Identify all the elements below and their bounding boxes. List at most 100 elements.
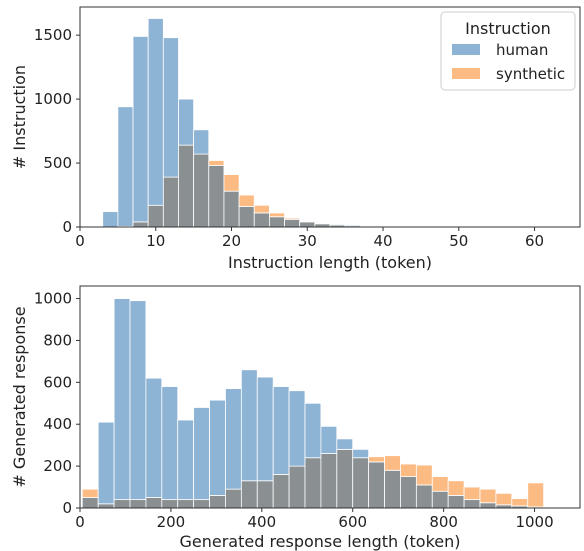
bar-human bbox=[320, 425, 338, 454]
response-x-ticks: 0 200 400 600 800 1000 bbox=[75, 508, 554, 531]
bar-overlap bbox=[288, 465, 306, 509]
legend-title: Instruction bbox=[465, 19, 551, 38]
bar-overlap bbox=[240, 480, 258, 509]
bar-synthetic bbox=[368, 456, 385, 463]
x-tick-label: 0 bbox=[75, 513, 85, 531]
bar-overlap bbox=[208, 165, 225, 228]
bar-synthetic bbox=[511, 498, 529, 507]
bar-synthetic bbox=[527, 482, 545, 508]
y-tick-label: 0 bbox=[62, 218, 72, 236]
bar-overlap bbox=[161, 499, 179, 509]
response-y-ticks: 0 200 400 600 800 1000 bbox=[34, 290, 80, 517]
bar-synthetic bbox=[208, 160, 225, 167]
bar-human bbox=[209, 399, 226, 496]
instruction-y-axis-label: # Instruction bbox=[10, 65, 29, 169]
legend: Instruction human synthetic bbox=[440, 11, 576, 91]
bar-overlap bbox=[162, 176, 179, 228]
bar-overlap bbox=[320, 453, 338, 509]
y-tick-label: 1000 bbox=[34, 90, 72, 108]
x-tick-label: 60 bbox=[525, 232, 544, 250]
instruction-length-histogram: 0 10 20 30 40 50 60 0 500 1000 1500 Instruction l… bbox=[10, 6, 581, 272]
x-tick-label: 1000 bbox=[515, 513, 553, 531]
response-plot-frame bbox=[79, 285, 581, 509]
bar-human bbox=[314, 222, 331, 225]
instruction-y-ticks: 0 500 1000 1500 bbox=[34, 26, 80, 236]
bar-overlap bbox=[400, 476, 417, 509]
bar-human bbox=[288, 390, 306, 467]
bar-human bbox=[336, 438, 354, 450]
bar-overlap bbox=[193, 153, 210, 228]
bar-overlap bbox=[336, 448, 354, 509]
x-tick-label: 400 bbox=[247, 513, 276, 531]
bar-synthetic bbox=[268, 212, 285, 218]
bar-synthetic bbox=[238, 194, 255, 207]
bar-overlap bbox=[81, 497, 99, 509]
bar-synthetic bbox=[495, 492, 513, 506]
y-tick-label: 800 bbox=[43, 331, 72, 349]
response-x-axis-label: Generated response length (token) bbox=[179, 532, 460, 551]
bar-overlap bbox=[147, 204, 164, 228]
bar-human bbox=[129, 300, 147, 501]
bar-overlap bbox=[223, 190, 240, 228]
bar-overlap bbox=[145, 497, 163, 509]
x-tick-label: 800 bbox=[429, 513, 458, 531]
bar-human bbox=[375, 225, 392, 227]
y-tick-label: 600 bbox=[43, 373, 72, 391]
bar-synthetic bbox=[384, 455, 401, 471]
legend-label-synthetic: synthetic bbox=[496, 65, 565, 83]
x-tick-label: 0 bbox=[75, 232, 85, 250]
bar-human bbox=[113, 298, 131, 501]
bar-synthetic bbox=[284, 217, 301, 220]
bar-human bbox=[359, 224, 376, 227]
y-tick-label: 0 bbox=[62, 499, 72, 517]
bar-synthetic bbox=[400, 463, 417, 477]
bar-human bbox=[147, 18, 164, 206]
bar-human bbox=[225, 388, 242, 490]
x-tick-label: 200 bbox=[157, 513, 186, 531]
bar-overlap bbox=[284, 218, 301, 228]
bar-overlap bbox=[238, 206, 255, 228]
x-tick-label: 10 bbox=[146, 232, 165, 250]
bar-overlap bbox=[272, 474, 290, 509]
instruction-x-axis-label: Instruction length (token) bbox=[228, 253, 432, 272]
bar-overlap bbox=[113, 499, 131, 509]
instruction-x-ticks: 0 10 20 30 40 50 60 bbox=[75, 227, 544, 250]
bar-overlap bbox=[253, 212, 270, 228]
bar-synthetic bbox=[81, 488, 99, 498]
y-tick-label: 200 bbox=[43, 457, 72, 475]
bar-overlap bbox=[178, 144, 195, 228]
bar-overlap bbox=[132, 221, 149, 228]
bar-human bbox=[272, 386, 290, 475]
bar-human bbox=[329, 223, 346, 226]
bar-human bbox=[132, 36, 149, 223]
bar-human bbox=[178, 98, 195, 146]
bar-overlap bbox=[463, 499, 481, 509]
bar-synthetic bbox=[253, 204, 270, 214]
legend-swatch-human bbox=[452, 44, 480, 55]
bar-synthetic bbox=[415, 464, 433, 486]
y-tick-label: 400 bbox=[43, 415, 72, 433]
bar-overlap bbox=[225, 488, 242, 509]
bar-human bbox=[97, 421, 115, 505]
bar-human bbox=[162, 37, 179, 178]
legend-label-human: human bbox=[496, 41, 548, 59]
bar-synthetic bbox=[431, 476, 449, 492]
bar-overlap bbox=[368, 461, 385, 509]
instruction-plot-frame bbox=[79, 6, 581, 228]
x-tick-label: 40 bbox=[373, 232, 392, 250]
x-tick-label: 600 bbox=[338, 513, 367, 531]
bar-synthetic bbox=[447, 480, 465, 496]
response-y-axis-label: # Generated response bbox=[10, 306, 29, 487]
y-tick-label: 500 bbox=[43, 154, 72, 172]
bar-human bbox=[304, 402, 322, 459]
bar-human bbox=[240, 369, 258, 482]
bar-overlap bbox=[129, 499, 147, 509]
bar-synthetic bbox=[479, 488, 497, 504]
bar-overlap bbox=[415, 484, 433, 509]
bar-human bbox=[102, 211, 119, 228]
bar-overlap bbox=[177, 499, 195, 509]
x-tick-label: 20 bbox=[222, 232, 241, 250]
y-tick-label: 1500 bbox=[34, 26, 72, 44]
bar-human bbox=[117, 106, 134, 227]
